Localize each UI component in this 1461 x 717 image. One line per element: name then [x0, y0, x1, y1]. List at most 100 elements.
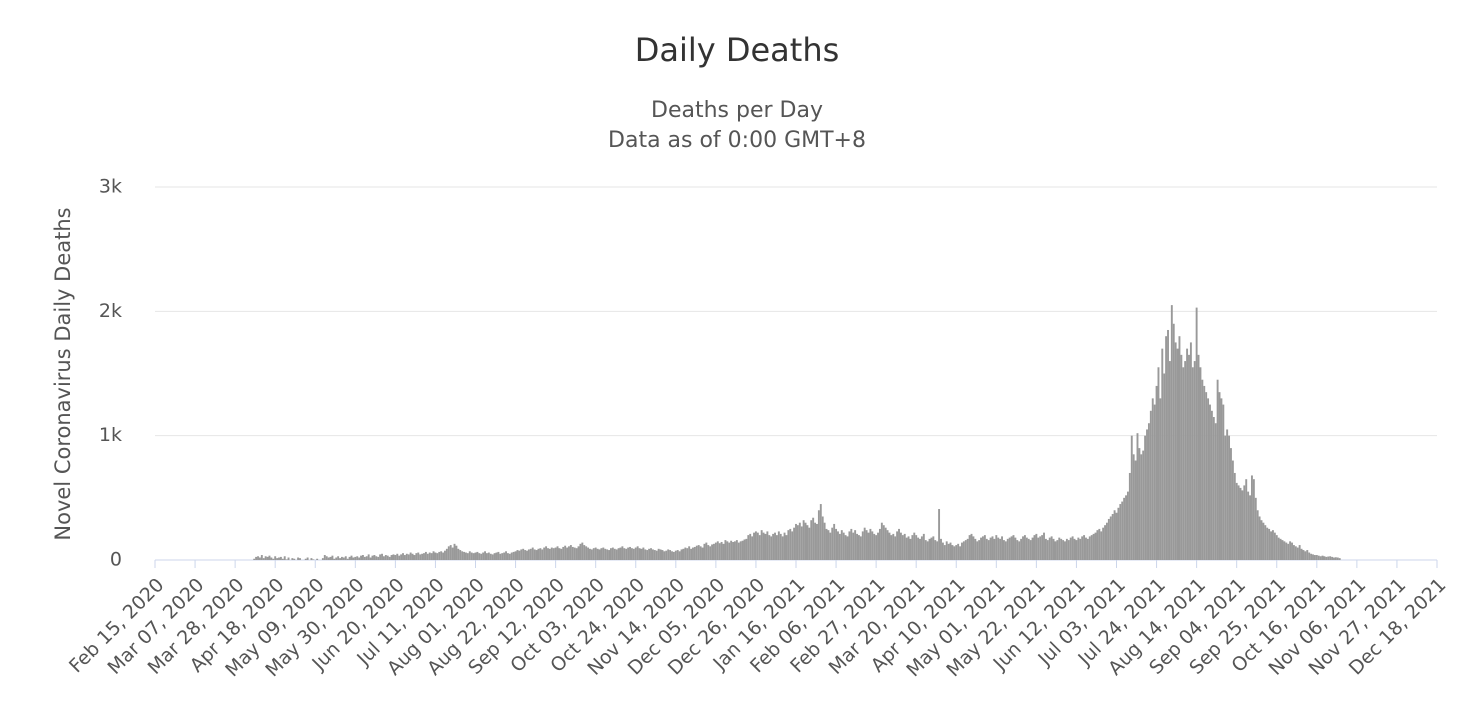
bar	[1146, 429, 1148, 560]
bar	[838, 533, 841, 560]
bar	[785, 535, 788, 560]
bar	[1086, 538, 1089, 560]
bar	[713, 543, 715, 560]
bar	[1041, 535, 1044, 560]
bar	[579, 543, 582, 560]
bar	[257, 556, 259, 560]
bar	[1197, 354, 1200, 560]
bar	[1338, 558, 1341, 560]
bar	[1018, 541, 1021, 560]
bar	[384, 555, 387, 560]
bar	[1334, 557, 1337, 560]
bar	[697, 545, 700, 560]
bar	[1298, 545, 1301, 560]
bar	[964, 540, 967, 560]
bar	[470, 552, 473, 560]
bar	[1243, 485, 1246, 560]
bar	[1256, 510, 1259, 560]
bar	[1262, 522, 1265, 560]
bar	[514, 551, 517, 560]
bar	[403, 555, 406, 560]
bar	[936, 541, 939, 560]
bar	[1220, 398, 1223, 560]
bar	[743, 539, 746, 560]
bar	[444, 550, 446, 560]
bar	[575, 548, 578, 560]
bar	[751, 536, 754, 560]
bar	[930, 537, 933, 560]
bar	[1205, 392, 1208, 560]
bar	[663, 551, 666, 560]
bar	[1289, 541, 1292, 560]
bar	[953, 546, 956, 560]
bar	[337, 556, 340, 560]
bar	[272, 558, 275, 560]
bar	[371, 555, 374, 560]
bar	[1071, 536, 1074, 560]
chart-subtitle: Deaths per Day	[651, 98, 823, 123]
bar	[554, 547, 557, 560]
bar	[1325, 556, 1328, 560]
bar	[978, 540, 981, 560]
bar	[798, 522, 801, 560]
bar	[1096, 530, 1099, 560]
bar	[459, 550, 462, 560]
bar	[854, 530, 857, 560]
bar	[877, 532, 879, 560]
bar	[442, 552, 445, 560]
bar	[884, 527, 887, 560]
bar	[781, 536, 784, 560]
bar	[608, 550, 610, 560]
bar	[1210, 410, 1213, 560]
bar	[1333, 557, 1335, 560]
bar	[928, 538, 931, 560]
bar	[758, 535, 761, 560]
bar	[829, 532, 832, 560]
bar	[474, 552, 477, 560]
bar	[1254, 497, 1257, 560]
bar	[1323, 556, 1326, 560]
bar	[585, 546, 588, 560]
bar	[648, 548, 651, 560]
bar	[489, 553, 492, 560]
bar	[485, 553, 488, 560]
bar	[501, 553, 504, 560]
bar	[1188, 354, 1190, 560]
bar	[1186, 348, 1189, 560]
bar	[1235, 482, 1238, 560]
bar	[1184, 361, 1187, 560]
bar	[1069, 537, 1072, 560]
bar	[709, 546, 712, 560]
bar	[814, 522, 817, 560]
bar	[611, 547, 614, 560]
bar	[1283, 541, 1286, 560]
bar	[424, 551, 427, 560]
bar	[1022, 536, 1024, 560]
bar	[831, 527, 834, 560]
bar	[867, 532, 870, 560]
bar	[1126, 491, 1129, 560]
bar	[791, 531, 794, 560]
bar	[291, 558, 294, 560]
bar	[518, 550, 521, 560]
bar	[274, 556, 277, 560]
bar	[297, 557, 300, 560]
bar	[522, 548, 525, 560]
bar	[779, 533, 782, 560]
bar	[1176, 348, 1179, 560]
bar	[1172, 323, 1175, 560]
bar	[716, 541, 719, 560]
bar	[1046, 540, 1049, 560]
bar	[258, 557, 261, 560]
bar	[352, 557, 355, 560]
bar	[802, 520, 805, 560]
bar	[484, 551, 486, 560]
bar	[1060, 538, 1063, 560]
bar	[600, 548, 603, 560]
bar	[1331, 556, 1334, 560]
bar	[604, 548, 607, 560]
bar	[795, 523, 797, 560]
bar	[413, 555, 416, 560]
bar	[476, 551, 479, 560]
